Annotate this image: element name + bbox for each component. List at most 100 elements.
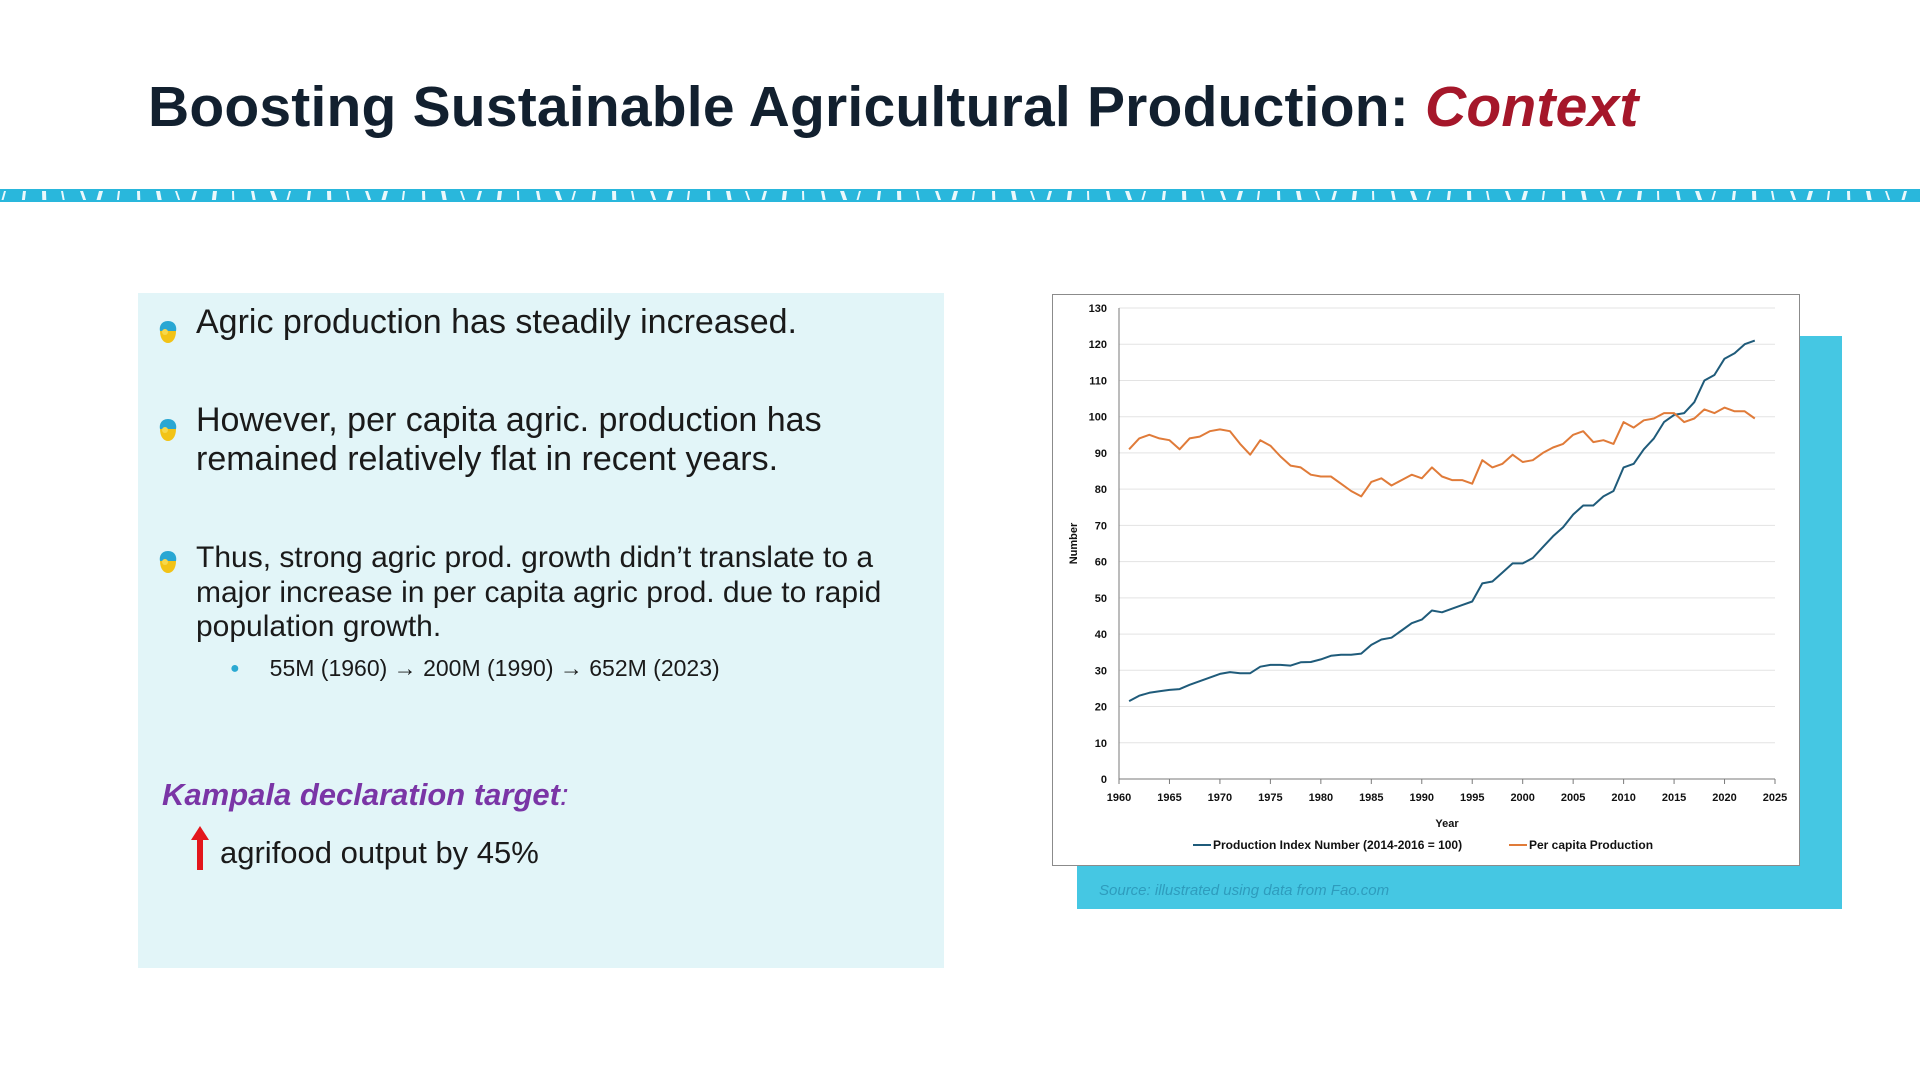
x-tick-label: 1960 xyxy=(1107,792,1131,804)
banner-stripe xyxy=(1731,191,1736,200)
y-tick-label: 30 xyxy=(1095,665,1107,677)
y-tick-label: 130 xyxy=(1089,303,1107,315)
banner-stripe xyxy=(441,191,447,200)
banner-stripe xyxy=(1806,191,1813,200)
banner-stripe xyxy=(1790,191,1797,200)
banner-stripe xyxy=(21,191,26,200)
banner-stripe xyxy=(116,191,120,200)
banner-stripe xyxy=(496,191,502,200)
banner-stripe xyxy=(1161,191,1166,200)
banner-stripe xyxy=(555,191,563,200)
banner-stripe xyxy=(951,191,958,200)
banner-stripe xyxy=(1600,191,1606,200)
banner-stripe xyxy=(935,191,942,200)
y-tick-label: 90 xyxy=(1095,448,1107,460)
banner-stripe xyxy=(80,191,87,200)
banner-stripe xyxy=(1106,191,1111,200)
y-tick-label: 40 xyxy=(1095,629,1107,641)
banner-stripe xyxy=(1901,191,1907,200)
banner-stripe xyxy=(306,191,311,200)
banner-stripe xyxy=(1446,191,1451,200)
legend-entry: Per capita Production xyxy=(1509,838,1653,852)
banner-stripe xyxy=(1,191,6,200)
banner-stripe xyxy=(42,191,47,200)
banner-stripe xyxy=(1657,191,1660,200)
banner-stripe xyxy=(1141,191,1146,200)
banner-stripe xyxy=(476,191,482,200)
banner-stripe xyxy=(96,191,103,200)
banner-stripe xyxy=(631,191,635,200)
banner-stripe xyxy=(1616,191,1622,200)
banner-stripe xyxy=(821,191,826,200)
bullet-text: Thus, strong agric prod. growth didn’t t… xyxy=(196,541,882,643)
x-tick-label: 1980 xyxy=(1309,792,1333,804)
banner-stripe xyxy=(1351,191,1357,200)
x-tick-label: 1965 xyxy=(1157,792,1181,804)
banner-stripe xyxy=(1030,191,1036,200)
banner-stripe xyxy=(1236,191,1243,200)
y-axis-label: Number xyxy=(1068,522,1080,564)
banner-stripe xyxy=(1182,191,1187,200)
banner-stripe xyxy=(1866,191,1872,200)
banner-stripe xyxy=(1125,191,1133,200)
banner-stripe xyxy=(650,191,657,200)
banner-stripe xyxy=(992,191,996,200)
kampala-heading-text: Kampala declaration target xyxy=(162,777,560,812)
banner-stripe xyxy=(1331,191,1337,200)
page-title: Boosting Sustainable Agricultural Produc… xyxy=(148,74,1639,140)
bullet-text: Agric production has steadily increased. xyxy=(196,303,797,341)
banner-stripe xyxy=(1505,191,1512,200)
up-arrow-icon xyxy=(191,826,209,870)
banner-stripe xyxy=(856,191,861,200)
y-tick-label: 10 xyxy=(1095,738,1107,750)
bullet-item: Agric production has steadily increased. xyxy=(158,303,936,347)
banner-stripe xyxy=(840,191,848,200)
legend-label: Production Index Number (2014-2016 = 100… xyxy=(1213,838,1462,852)
banner-stripe xyxy=(612,191,617,200)
banner-stripe xyxy=(1752,191,1757,200)
banner-stripe xyxy=(571,191,576,200)
banner-stripe xyxy=(1256,191,1260,200)
banner-stripe xyxy=(802,191,805,200)
banner-stripe xyxy=(686,191,690,200)
x-tick-label: 2020 xyxy=(1712,792,1736,804)
x-tick-label: 2005 xyxy=(1561,792,1585,804)
chart-frame: 0 10 20 30 40 50 60 70 80 90 100 110 120 130 1960 1965 1… xyxy=(1052,294,1800,866)
x-tick-label: 1975 xyxy=(1258,792,1282,804)
banner-stripe xyxy=(897,191,902,200)
x-tick-label: 2010 xyxy=(1611,792,1635,804)
title-accent: Context xyxy=(1424,75,1639,139)
banner-stripe xyxy=(1581,191,1587,200)
sub-bullet-text: 55M (1960) → 200M (1990) → 652M (2023) xyxy=(269,655,720,681)
banner-stripe xyxy=(401,191,405,200)
bullet-item: However, per capita agric. production ha… xyxy=(158,401,936,480)
bullet-drop-icon xyxy=(159,419,177,441)
bullet-panel: Agric production has steadily increased.… xyxy=(138,293,944,968)
banner-stripe xyxy=(346,191,350,200)
banner-stripe xyxy=(591,191,596,200)
y-tick-label: 50 xyxy=(1095,593,1107,605)
x-tick-label: 2015 xyxy=(1662,792,1686,804)
banner-stripe xyxy=(1201,191,1205,200)
line-chart: 0 10 20 30 40 50 60 70 80 90 100 110 120 130 1960 1965 1… xyxy=(1068,303,1787,852)
kampala-colon: : xyxy=(559,777,569,812)
y-tick-label: 60 xyxy=(1095,557,1107,569)
banner-stripe xyxy=(460,191,466,200)
banner-stripe xyxy=(1771,191,1775,200)
x-axis-label: Year xyxy=(1435,818,1459,830)
banner-stripe xyxy=(286,191,291,200)
y-tick-label: 100 xyxy=(1089,412,1107,424)
x-tick-label: 1990 xyxy=(1410,792,1434,804)
banner-stripe xyxy=(270,191,278,200)
y-tick-label: 80 xyxy=(1095,484,1107,496)
banner-stripe xyxy=(211,191,217,200)
banner-stripe xyxy=(781,191,787,200)
banner-stripe xyxy=(1315,191,1321,200)
banner-stripe xyxy=(1486,191,1490,200)
banner-stripe xyxy=(1011,191,1017,200)
banner-stripe xyxy=(1885,191,1891,200)
banner-stripe xyxy=(1636,191,1642,200)
banner-stripe xyxy=(1391,191,1396,200)
banner-stripe xyxy=(517,191,520,200)
banner-stripe xyxy=(1046,191,1052,200)
